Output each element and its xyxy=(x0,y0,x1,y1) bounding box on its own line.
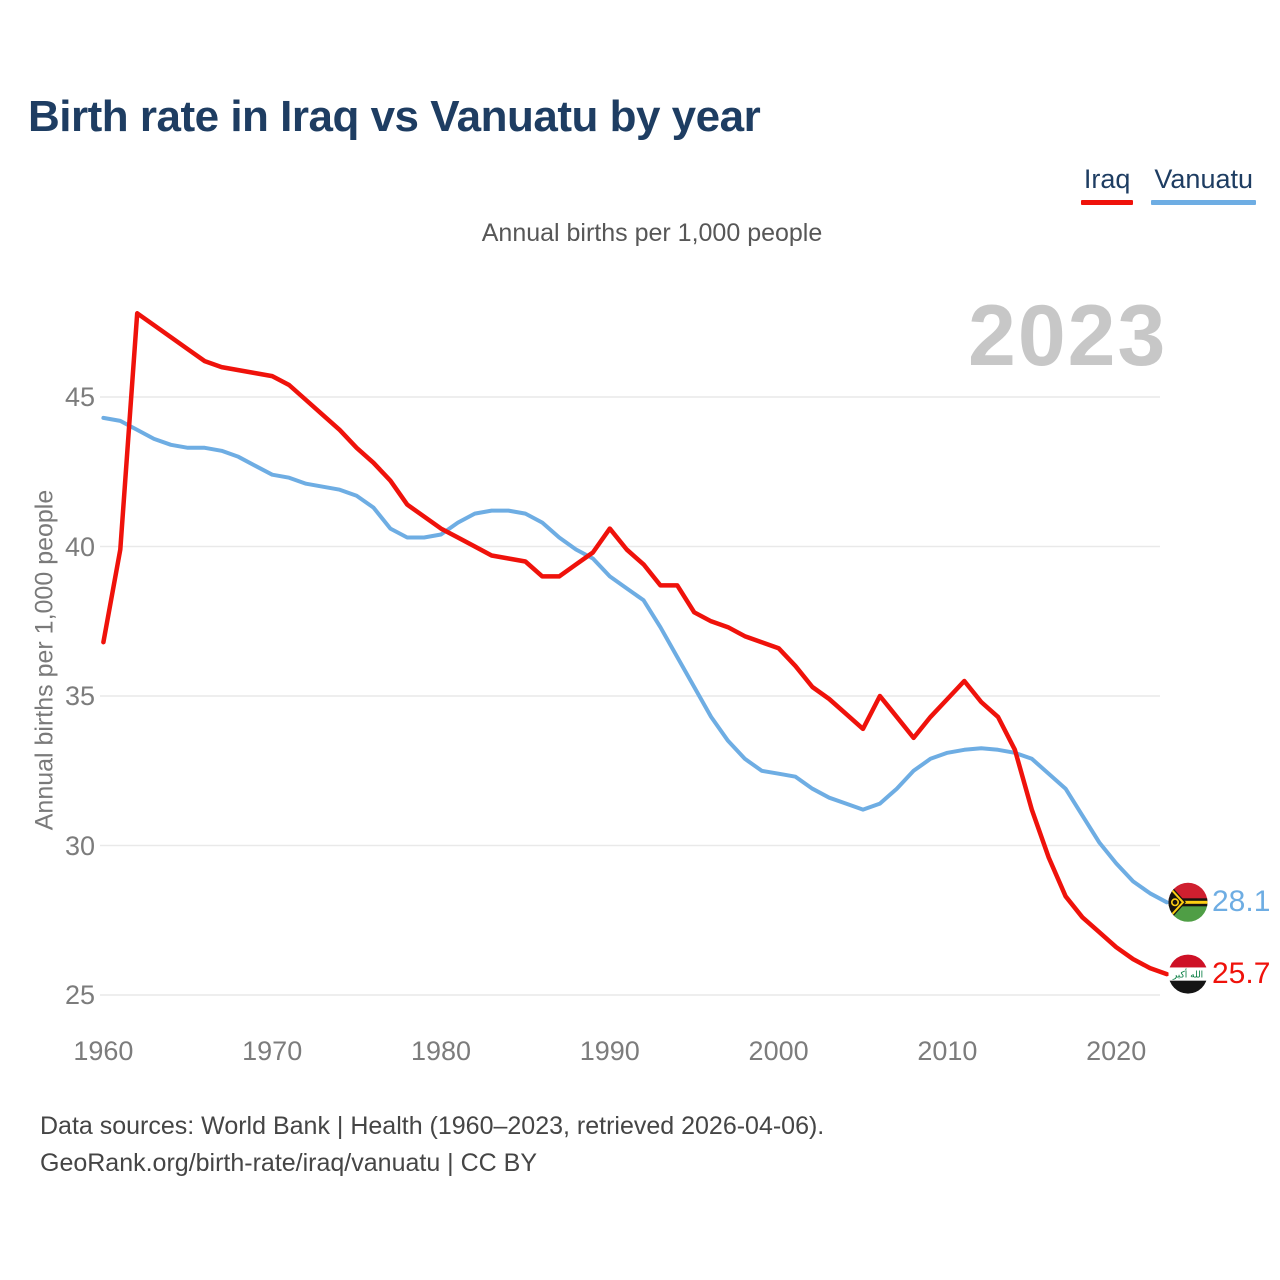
watermark-year: 2023 xyxy=(968,288,1168,384)
iraq-flag-icon: الله أكبر xyxy=(1168,954,1208,994)
chart-subtitle: Annual births per 1,000 people xyxy=(481,219,823,247)
x-tick-label: 1980 xyxy=(410,1036,472,1066)
vanuatu-flag-icon xyxy=(1168,882,1208,922)
y-tick-label: 25 xyxy=(64,980,95,1010)
legend-swatch-iraq xyxy=(1080,200,1134,205)
y-tick-label: 45 xyxy=(64,382,95,412)
legend-item-iraq[interactable]: Iraq xyxy=(1080,164,1134,205)
x-tick-label: 2000 xyxy=(748,1036,809,1066)
x-tick-label: 1990 xyxy=(579,1036,640,1066)
y-tick-label: 35 xyxy=(64,681,95,711)
series-line-vanuatu xyxy=(101,415,1169,905)
x-tick-label: 1970 xyxy=(242,1036,303,1066)
legend-swatch-vanuatu xyxy=(1151,200,1256,205)
series-line-iraq xyxy=(101,311,1170,977)
legend-item-vanuatu[interactable]: Vanuatu xyxy=(1151,164,1256,205)
y-tick-label: 40 xyxy=(64,531,95,562)
legend: Iraq Vanuatu xyxy=(1080,164,1256,205)
footer-attribution: GeoRank.org/birth-rate/iraq/vanuatu | CC… xyxy=(40,1149,538,1177)
x-tick-label: 2010 xyxy=(917,1036,978,1066)
legend-label-vanuatu: Vanuatu xyxy=(1154,164,1253,194)
x-tick-label: 2020 xyxy=(1086,1036,1147,1066)
svg-text:الله أكبر: الله أكبر xyxy=(1172,969,1203,981)
x-tick-label: 1960 xyxy=(73,1036,134,1066)
end-value-vanuatu: 28.1 xyxy=(1212,885,1271,919)
page-title: Birth rate in Iraq vs Vanuatu by year xyxy=(28,92,761,141)
footer-data-sources: Data sources: World Bank | Health (1960–… xyxy=(40,1112,825,1140)
footer: Data sources: World Bank | Health (1960–… xyxy=(40,1108,824,1182)
y-tick-label: 30 xyxy=(64,830,95,861)
end-value-iraq: 25.7 xyxy=(1212,957,1271,991)
legend-label-iraq: Iraq xyxy=(1083,164,1131,194)
